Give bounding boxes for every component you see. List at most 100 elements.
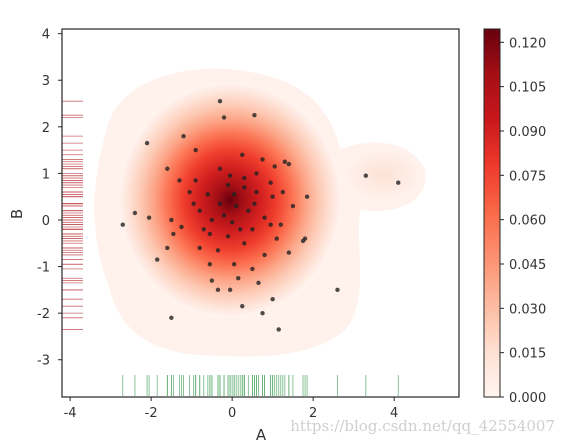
scatter-point: [260, 157, 265, 162]
x-axis-label: A: [256, 426, 267, 444]
scatter-point: [217, 166, 223, 171]
kde-core: [118, 82, 342, 318]
scatter-point: [215, 287, 221, 293]
scatter-point: [146, 215, 152, 220]
y-tick-label: -2: [37, 307, 50, 322]
y-tick-label: -3: [37, 354, 50, 369]
x-tick-label: -2: [145, 406, 158, 421]
scatter-point: [268, 222, 273, 227]
y-tick-label: 0: [42, 214, 50, 229]
scatter-point: [246, 208, 251, 213]
colorbar-tick-label: 0.030: [509, 302, 546, 317]
scatter-point: [201, 227, 206, 232]
scatter-point: [254, 189, 259, 195]
scatter-point: [227, 287, 233, 293]
kde-right-lobe: [341, 147, 425, 203]
scatter-point: [276, 327, 281, 332]
scatter-point: [205, 192, 211, 197]
scatter-point: [227, 173, 233, 178]
scatter-point: [233, 203, 239, 209]
scatter-point: [250, 266, 255, 272]
scatter-point: [217, 201, 223, 206]
scatter-point: [165, 166, 170, 171]
colorbar-tick-label: 0.120: [509, 36, 546, 51]
scatter-point: [363, 173, 369, 178]
plot-frame: [61, 28, 460, 398]
scatter-point: [302, 236, 308, 241]
scatter-point: [260, 310, 265, 316]
y-tick-label: 3: [42, 74, 50, 89]
scatter-point: [207, 231, 213, 237]
scatter-point: [181, 133, 186, 139]
scatter-point: [242, 175, 247, 181]
scatter-point: [229, 220, 235, 225]
scatter-point: [236, 276, 241, 281]
scatter-point: [242, 241, 247, 246]
scatter-point: [268, 180, 273, 185]
colorbar-tick-label: 0.015: [509, 347, 546, 362]
x-axis-ticks: -4 -2 0 2 4: [64, 397, 398, 421]
colorbar: [483, 28, 501, 398]
scatter-point: [221, 213, 227, 218]
x-tick-label: 4: [390, 406, 398, 421]
scatter-point: [171, 231, 176, 237]
y-tick-label: 2: [42, 121, 50, 136]
scatter-point: [274, 236, 279, 241]
rug-x: [122, 375, 399, 396]
scatter-point: [225, 182, 231, 188]
colorbar-tick-label: 0.060: [509, 214, 546, 229]
x-tick-label: -4: [64, 406, 77, 421]
scatter-point: [272, 164, 277, 169]
watermark: https://blog.csdn.net/qq_42554007: [290, 417, 555, 435]
scatter-point: [250, 227, 255, 232]
scatter-point: [270, 194, 275, 199]
scatter-point: [256, 280, 261, 286]
colorbar-tick-label: 0.000: [509, 391, 546, 406]
scatter-point: [132, 210, 138, 216]
scatter-point: [252, 201, 257, 206]
y-axis-label: B: [8, 209, 26, 219]
scatter-point: [193, 147, 198, 153]
scatter-point: [179, 224, 184, 230]
scatter-point: [242, 185, 247, 190]
scatter-point: [280, 189, 285, 195]
scatter-point: [197, 208, 202, 213]
y-tick-label: 4: [42, 28, 50, 43]
scatter-point: [231, 262, 237, 267]
y-tick-label: 1: [42, 167, 50, 182]
colorbar-tick-label: 0.075: [509, 169, 546, 184]
scatter-point: [144, 140, 150, 146]
scatter-point: [154, 257, 160, 262]
scatter-point: [231, 192, 237, 197]
scatter-point: [169, 315, 174, 321]
scatter-point: [290, 203, 296, 209]
y-axis-ticks: -3 -2 -1 0 1 2 3 4: [37, 28, 62, 369]
y-tick-label: -1: [37, 261, 50, 276]
scatter-point: [215, 248, 221, 253]
scatter-point: [120, 222, 125, 227]
scatter-point: [193, 178, 198, 183]
scatter-point: [304, 194, 310, 199]
colorbar-tick-label: 0.105: [509, 81, 546, 96]
kde-density: [94, 68, 426, 357]
scatter-point: [278, 222, 283, 227]
scatter-point: [165, 245, 170, 251]
scatter-point: [209, 278, 215, 283]
colorbar-tick-label: 0.090: [509, 125, 546, 140]
scatter-point: [270, 296, 275, 302]
scatter-point: [240, 303, 245, 309]
colorbar-tick-label: 0.045: [509, 258, 546, 273]
scatter-point: [225, 234, 231, 239]
colorbar-ticks: 0.000 0.015 0.030 0.045 0.060 0.075 0.090 0.105…: [500, 36, 546, 406]
scatter-point: [286, 161, 292, 167]
scatter-point: [207, 262, 213, 267]
x-tick-label: 2: [309, 406, 317, 421]
scatter-point: [209, 217, 215, 223]
rug-y: [62, 100, 83, 330]
scatter-points: [120, 99, 401, 332]
scatter-point: [254, 171, 259, 176]
scatter-point: [240, 152, 245, 157]
scatter-point: [187, 189, 192, 195]
scatter-point: [262, 215, 267, 220]
